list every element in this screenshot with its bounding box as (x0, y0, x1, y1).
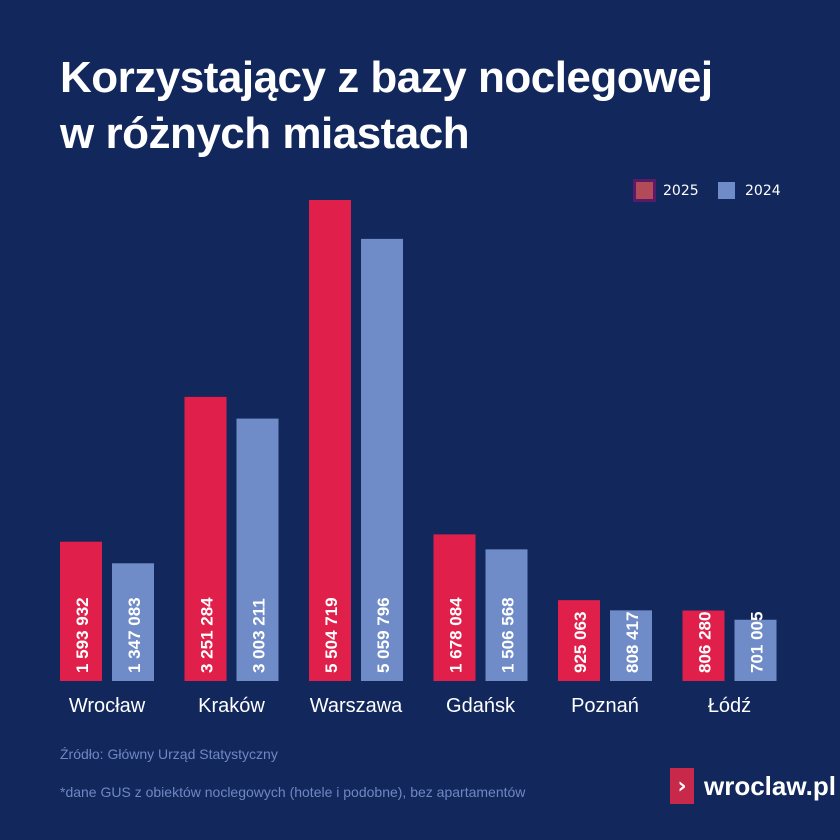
category-label: Warszawa (310, 695, 403, 717)
bar-2025-0 (60, 541, 102, 681)
bar-2025-1 (184, 396, 227, 681)
data-label: 701 005 (748, 612, 767, 673)
legend-label-2025: 2025 (663, 182, 699, 199)
category-label: Poznań (571, 695, 639, 717)
legend-label-2024: 2024 (745, 182, 781, 199)
bar-2025-3 (433, 534, 476, 681)
bar-2025-2 (309, 200, 351, 681)
bar-2024-5 (734, 619, 777, 681)
category-label: Gdańsk (446, 695, 516, 717)
bar-2025-4 (558, 600, 600, 681)
data-label: 5 059 796 (374, 597, 393, 673)
legend-swatch-2024 (718, 182, 735, 199)
data-label: 1 506 568 (499, 597, 518, 673)
data-label: 5 504 719 (322, 597, 341, 673)
bar-2024-4 (610, 610, 652, 681)
bar-2024-0 (112, 563, 154, 681)
category-label: Kraków (198, 695, 265, 717)
title-line-2: w różnych miastach (60, 109, 470, 158)
bar-2024-3 (485, 549, 528, 681)
legend-item-2025: 2025 (633, 179, 699, 202)
legend-item-2024: 2024 (718, 182, 781, 199)
source-note: Źródło: Główny Urząd Statystyczny (60, 746, 278, 762)
data-label: 3 251 284 (198, 597, 217, 673)
data-label: 1 593 932 (73, 597, 92, 673)
bar-2024-1 (236, 418, 279, 681)
logo-text: wroclaw.pl (704, 770, 836, 801)
bar-2025-5 (682, 610, 725, 681)
data-label: 806 280 (696, 612, 715, 673)
category-label: Łódź (708, 695, 751, 717)
data-label: 1 347 083 (125, 597, 144, 673)
wroclaw-logo: › wroclaw.pl (670, 768, 836, 804)
data-label: 808 417 (623, 612, 642, 673)
footnote: *dane GUS z obiektów noclegowych (hotele… (60, 784, 526, 800)
chart-title: Korzystający z bazy noclegowej w różnych … (60, 50, 713, 162)
title-line-1: Korzystający z bazy noclegowej (60, 53, 713, 102)
data-label: 1 678 084 (447, 597, 466, 673)
data-label: 3 003 211 (250, 598, 269, 673)
legend-swatch-2025 (633, 179, 656, 202)
data-label: 925 063 (571, 612, 590, 673)
chevron-right-icon: › (670, 768, 694, 804)
bar-2024-2 (361, 238, 403, 681)
category-label: Wrocław (69, 695, 146, 717)
